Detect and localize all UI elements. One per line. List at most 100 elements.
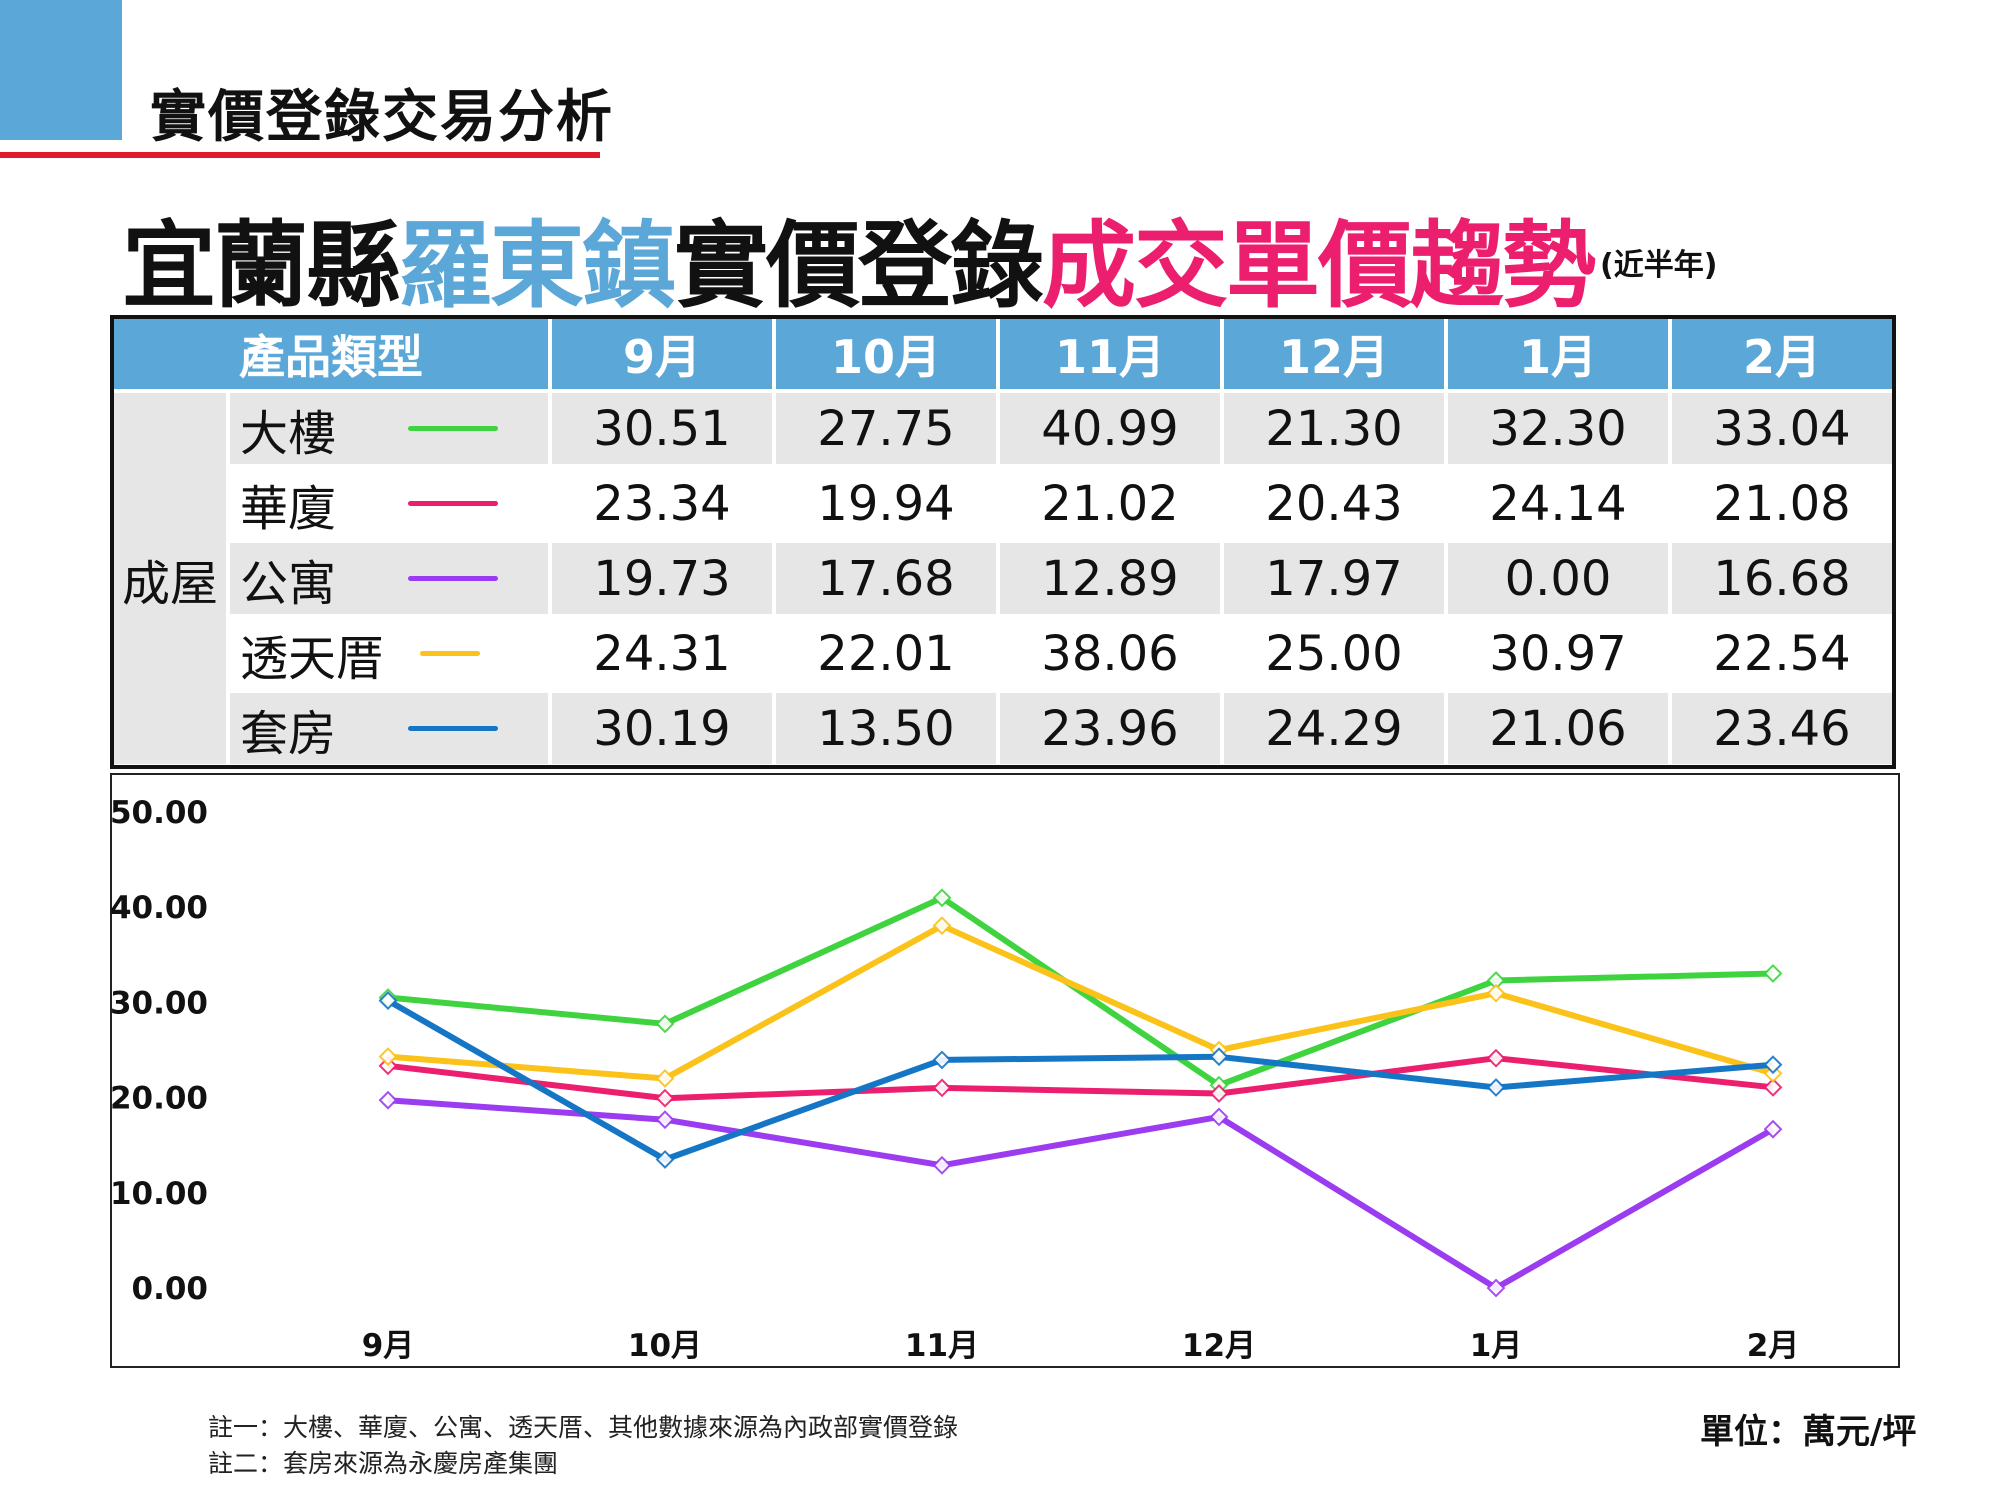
- y-tick-label: 30.00: [110, 985, 208, 1021]
- value-cell: 32.30: [1448, 393, 1668, 464]
- value-cell: 12.89: [1000, 543, 1220, 614]
- unit-note: 單位：萬元/坪: [1700, 1412, 1917, 1452]
- legend-swatch-line: [408, 426, 498, 431]
- value-cell: 21.06: [1448, 693, 1668, 764]
- data-point-marker: [378, 991, 398, 1011]
- x-tick-label: 10月: [628, 1328, 702, 1364]
- data-point-marker: [1763, 1077, 1783, 1097]
- y-tick-label: 10.00: [110, 1176, 208, 1212]
- series-line: [386, 997, 1774, 1163]
- x-tick-label: 1月: [1470, 1328, 1523, 1364]
- value-cell: 23.96: [1000, 693, 1220, 764]
- data-point-marker: [378, 1090, 398, 1110]
- value-cell: 13.50: [776, 693, 996, 764]
- section-title: 實價登錄交易分析: [150, 85, 614, 150]
- type-cell: 華廈: [230, 468, 548, 539]
- type-column-header: 產品類型: [114, 319, 548, 389]
- x-tick-label: 12月: [1182, 1328, 1256, 1364]
- type-cell: 公寓: [230, 543, 548, 614]
- value-cell: 21.30: [1224, 393, 1444, 464]
- data-point-marker: [932, 916, 952, 936]
- value-cell: 40.99: [1000, 393, 1220, 464]
- legend-swatch-line: [408, 576, 498, 581]
- type-label: 華廈: [240, 480, 337, 537]
- price-table: 產品類型 9月 10月 11月 12月 1月 2月 成屋 大樓 30.51 27.75…: [110, 315, 1896, 769]
- type-label: 透天厝: [240, 630, 385, 687]
- y-tick-label: 50.00: [110, 795, 208, 831]
- series-line: [387, 922, 1774, 1082]
- data-point-marker: [378, 1047, 398, 1066]
- y-tick-label: 20.00: [110, 1081, 208, 1117]
- table-row: 公寓 19.73 17.68 12.89 17.97 0.00 16.68: [114, 543, 1892, 614]
- type-label: 公寓: [240, 555, 337, 612]
- value-cell: 38.06: [1000, 618, 1220, 689]
- data-point-marker: [1763, 1119, 1783, 1139]
- data-point-marker: [1763, 1055, 1783, 1075]
- value-cell: 33.04: [1672, 393, 1892, 464]
- title-underline: [0, 152, 600, 158]
- data-point-marker: [932, 1155, 952, 1175]
- table-header-row: 產品類型 9月 10月 11月 12月 1月 2月: [114, 319, 1892, 389]
- month-header: 12月: [1224, 319, 1444, 389]
- data-point-marker: [655, 1069, 675, 1088]
- data-point-marker: [1486, 1278, 1506, 1298]
- main-title-registry: 實價登錄: [674, 212, 1044, 321]
- data-point-marker: [1209, 1107, 1229, 1127]
- corner-block: [0, 0, 122, 140]
- type-label: 套房: [240, 705, 337, 762]
- value-cell: 23.46: [1672, 693, 1892, 764]
- main-title-trend: 成交單價趨勢: [1042, 212, 1596, 321]
- y-tick-label: 0.00: [132, 1271, 209, 1307]
- value-cell: 30.97: [1448, 618, 1668, 689]
- value-cell: 23.34: [552, 468, 772, 539]
- value-cell: 0.00: [1448, 543, 1668, 614]
- footnotes: 註一：大樓、華廈、公寓、透天厝、其他數據來源為內政部實價登錄 註二：套房來源為永…: [208, 1410, 958, 1482]
- value-cell: 17.68: [776, 543, 996, 614]
- table-row: 透天厝 24.31 22.01 38.06 25.00 30.97 22.54: [114, 618, 1892, 689]
- series-line: [387, 1097, 1775, 1291]
- legend-swatch-line: [408, 726, 498, 731]
- series-line: [387, 1055, 1774, 1102]
- x-tick-label: 11月: [905, 1328, 979, 1364]
- table-row: 套房 30.19 13.50 23.96 24.29 21.06 23.46: [114, 693, 1892, 764]
- value-cell: 22.01: [776, 618, 996, 689]
- table-row: 成屋 大樓 30.51 27.75 40.99 21.30 32.30 33.04: [114, 393, 1892, 764]
- legend-swatch-line: [420, 651, 480, 656]
- footnote-2: 註二：套房來源為永慶房產集團: [208, 1449, 559, 1478]
- table-row: 華廈 23.34 19.94 21.02 20.43 24.14 21.08: [114, 468, 1892, 539]
- month-header: 9月: [552, 319, 772, 389]
- value-cell: 20.43: [1224, 468, 1444, 539]
- value-cell: 17.97: [1224, 543, 1444, 614]
- value-cell: 24.29: [1224, 693, 1444, 764]
- data-point-marker: [1209, 1084, 1229, 1103]
- data-point-marker: [1763, 964, 1783, 983]
- type-cell: 透天厝: [230, 618, 548, 689]
- month-header: 2月: [1672, 319, 1892, 389]
- main-title: 宜蘭縣羅東鎮實價登錄成交單價趨勢: [122, 190, 1596, 326]
- month-header: 1月: [1448, 319, 1668, 389]
- main-title-period-note: (近半年): [1600, 248, 1718, 283]
- month-header: 11月: [1000, 319, 1220, 389]
- data-point-marker: [932, 888, 952, 908]
- data-point-marker: [932, 1050, 952, 1070]
- data-point-marker: [1486, 1078, 1506, 1097]
- value-cell: 25.00: [1224, 618, 1444, 689]
- value-cell: 27.75: [776, 393, 996, 464]
- value-cell: 30.51: [552, 393, 772, 464]
- value-cell: 24.14: [1448, 468, 1668, 539]
- data-point-marker: [655, 1088, 675, 1108]
- y-tick-label: 40.00: [110, 890, 208, 926]
- data-point-marker: [1209, 1047, 1229, 1067]
- value-cell: 21.02: [1000, 468, 1220, 539]
- main-title-town: 羅東鎮: [398, 212, 676, 321]
- value-cell: 16.68: [1672, 543, 1892, 614]
- data-point-marker: [932, 1078, 952, 1098]
- value-cell: 24.31: [552, 618, 772, 689]
- x-tick-label: 2月: [1747, 1328, 1800, 1364]
- group-label: 成屋: [114, 393, 226, 764]
- type-cell: 套房: [230, 693, 548, 764]
- data-point-marker: [655, 1110, 675, 1130]
- data-point-marker: [655, 1014, 675, 1034]
- value-cell: 21.08: [1672, 468, 1892, 539]
